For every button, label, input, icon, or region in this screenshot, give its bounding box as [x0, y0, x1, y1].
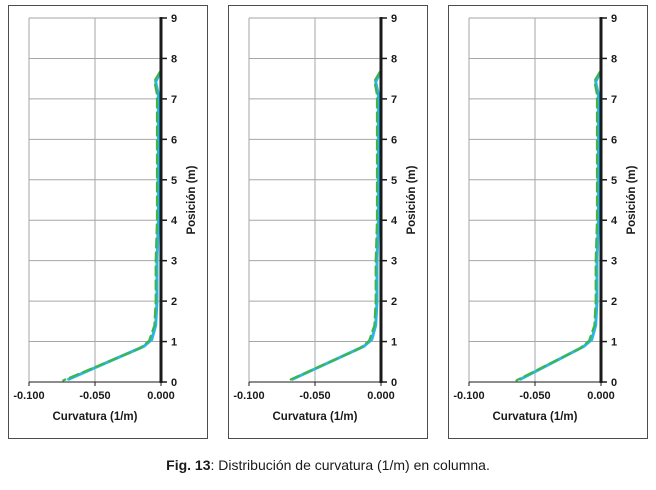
x-axis-title: Curvatura (1/m): [273, 411, 358, 423]
caption-figure-label: Fig. 13: [166, 457, 211, 473]
chart-panel-3: -0.100 -0.050 0.000 0 1 2 3 4 5 6 7 8 9 Posición (m) C…: [448, 5, 648, 439]
y-tick-label: 3: [391, 256, 397, 268]
x-axis-title: Curvatura (1/m): [493, 411, 578, 423]
y-tick-label: 4: [391, 215, 398, 227]
y-axis-title: Posición (m): [406, 165, 418, 234]
series-line-curvatura-discontinua: [62, 71, 161, 382]
y-axis-title: Posición (m): [626, 165, 638, 234]
y-tick-label: 7: [611, 94, 617, 106]
x-tick-label: 0.000: [367, 390, 395, 402]
x-tick-label: 0.000: [147, 390, 175, 402]
y-tick-label: 0: [391, 377, 397, 389]
x-axis-title: Curvatura (1/m): [53, 411, 138, 423]
y-tick-label: 1: [611, 337, 617, 349]
y-tick-label: 0: [171, 377, 177, 389]
series-line-curvatura-solida: [67, 71, 162, 381]
y-tick-label: 9: [391, 13, 397, 25]
y-tick-label: 5: [611, 175, 617, 187]
series-line-curvatura-discontinua: [515, 71, 601, 382]
x-tick-label: -0.050: [79, 390, 110, 402]
y-tick-label: 9: [611, 13, 617, 25]
y-tick-label: 7: [391, 94, 397, 106]
chart-panel-1: -0.100 -0.050 0.000 0 1 2 3 4 5 6 7 8 9 Posición (m) C…: [8, 5, 208, 439]
y-tick-label: 0: [611, 377, 617, 389]
y-tick-label: 2: [171, 296, 177, 308]
y-tick-label: 2: [611, 296, 617, 308]
y-tick-label: 5: [391, 175, 397, 187]
y-tick-label: 8: [171, 53, 177, 65]
y-tick-label: 6: [391, 134, 397, 146]
y-tick-label: 7: [171, 94, 177, 106]
y-tick-label: 4: [611, 215, 618, 227]
y-tick-label: 3: [611, 256, 617, 268]
figure-caption: Fig. 13: Distribución de curvatura (1/m)…: [6, 457, 650, 473]
y-tick-label: 1: [171, 337, 177, 349]
x-tick-label: -0.100: [453, 390, 484, 402]
x-tick-label: -0.050: [519, 390, 550, 402]
y-tick-label: 5: [171, 175, 177, 187]
y-tick-label: 9: [171, 13, 177, 25]
y-tick-label: 4: [171, 215, 178, 227]
series-line-curvatura-discontinua: [287, 71, 381, 382]
charts-row: -0.100 -0.050 0.000 0 1 2 3 4 5 6 7 8 9 Posición (m) C…: [6, 5, 650, 439]
x-tick-label: -0.050: [299, 390, 330, 402]
series-line-curvatura-solida: [519, 71, 602, 381]
caption-text: : Distribución de curvatura (1/m) en col…: [210, 457, 490, 473]
y-tick-label: 6: [611, 134, 617, 146]
y-tick-label: 3: [171, 256, 177, 268]
y-tick-label: 8: [611, 53, 617, 65]
y-axis-title: Posición (m): [186, 165, 198, 234]
x-tick-label: -0.100: [233, 390, 264, 402]
y-tick-label: 1: [391, 337, 397, 349]
y-tick-label: 2: [391, 296, 397, 308]
y-tick-label: 8: [391, 53, 397, 65]
x-tick-label: 0.000: [587, 390, 615, 402]
y-tick-label: 6: [171, 134, 177, 146]
x-tick-label: -0.100: [13, 390, 44, 402]
series-line-curvatura-solida: [291, 71, 382, 381]
chart-panel-2: -0.100 -0.050 0.000 0 1 2 3 4 5 6 7 8 9 Posición (m) C…: [228, 5, 428, 439]
